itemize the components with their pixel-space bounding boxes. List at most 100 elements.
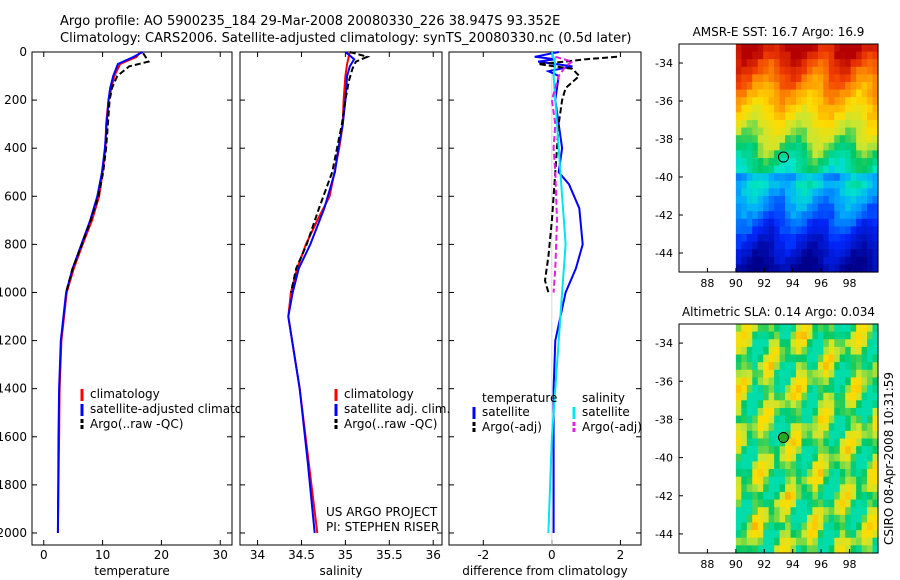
heatmap-cell — [752, 264, 759, 273]
heatmap-cell — [839, 112, 846, 121]
heatmap-cell — [779, 234, 786, 243]
heatmap-cell — [757, 150, 764, 159]
heatmap-cell — [741, 491, 748, 501]
heatmap-cell — [768, 89, 775, 98]
heatmap-cell — [861, 530, 868, 539]
heatmap-cell — [774, 188, 781, 197]
heatmap-cell — [828, 188, 835, 197]
heatmap-cell — [768, 241, 775, 250]
heatmap-cell — [856, 407, 863, 417]
heatmap-cell — [752, 400, 759, 409]
heatmap-cell — [790, 461, 797, 470]
heatmap-cell — [828, 203, 835, 212]
heatmap-cell — [817, 97, 824, 106]
heatmap-cell — [763, 104, 770, 113]
heatmap-cell — [790, 530, 797, 539]
heatmap-cell — [774, 522, 781, 531]
heatmap-cell — [768, 203, 775, 212]
heatmap-cell — [834, 324, 841, 333]
heatmap-cell — [812, 476, 819, 485]
heatmap-cell — [752, 362, 759, 371]
heatmap-cell — [828, 218, 835, 227]
heatmap-cell — [856, 264, 863, 273]
heatmap-cell — [872, 385, 879, 394]
heatmap-cell — [850, 324, 857, 333]
heatmap-cell — [834, 218, 841, 227]
heatmap-cell — [790, 66, 797, 75]
heatmap-cell — [823, 407, 830, 417]
heatmap-cell — [768, 507, 775, 516]
heatmap-cell — [834, 369, 841, 379]
heatmap-cell — [839, 104, 846, 113]
heatmap-cell — [801, 135, 808, 144]
heatmap-cell — [785, 104, 792, 113]
heatmap-cell — [735, 226, 742, 235]
heatmap-cell — [790, 469, 797, 478]
heatmap-cell — [795, 339, 803, 348]
heatmap-cell — [834, 249, 841, 258]
heatmap-cell — [785, 392, 792, 401]
heatmap-cell — [763, 97, 770, 106]
heatmap-cell — [785, 369, 792, 379]
heatmap-cell — [828, 491, 835, 501]
heatmap-cell — [779, 264, 786, 273]
heatmap-cell — [872, 59, 879, 68]
heatmap-cell — [861, 346, 868, 356]
heatmap-cell — [790, 82, 797, 91]
heatmap-cell — [839, 74, 846, 83]
heatmap-cell — [774, 514, 781, 524]
heatmap-cell — [817, 44, 824, 53]
heatmap-cell — [735, 196, 742, 205]
heatmap-cell — [823, 234, 830, 243]
heatmap-cell — [785, 241, 792, 250]
heatmap-cell — [806, 346, 813, 356]
heatmap-cell — [774, 203, 781, 212]
heatmap-cell — [834, 44, 841, 53]
heatmap-cell — [735, 59, 742, 68]
heatmap-cell — [752, 82, 759, 91]
heatmap-cell — [768, 74, 775, 83]
heatmap-cell — [823, 264, 830, 273]
heatmap-cell — [790, 446, 797, 455]
heatmap-cell — [861, 173, 868, 182]
heatmap-cell — [741, 354, 748, 363]
heatmap-cell — [839, 331, 846, 340]
heatmap-cell — [801, 423, 808, 432]
heatmap-cell — [801, 241, 808, 250]
heatmap-cell — [828, 59, 835, 68]
heatmap-cell — [828, 407, 835, 417]
heatmap-cell — [872, 507, 879, 516]
heatmap-cell — [757, 241, 764, 250]
heatmap-cell — [850, 264, 857, 273]
heatmap-cell — [785, 377, 792, 386]
heatmap-cell — [774, 484, 781, 493]
heatmap-cell — [812, 453, 819, 462]
heatmap-cell — [856, 491, 863, 501]
heatmap-cell — [817, 354, 824, 363]
heatmap-cell — [779, 354, 786, 363]
heatmap-cell — [735, 218, 742, 227]
heatmap-cell — [779, 51, 786, 60]
heatmap-cell — [741, 74, 748, 83]
heatmap-cell — [812, 392, 819, 401]
heatmap-cell — [806, 530, 813, 539]
heatmap-cell — [839, 507, 846, 516]
heatmap-cell — [872, 211, 879, 220]
heatmap-cell — [763, 59, 770, 68]
heatmap-cell — [768, 66, 775, 75]
heatmap-cell — [850, 331, 857, 340]
heatmap-cell — [850, 453, 857, 462]
heatmap-cell — [861, 446, 868, 455]
heatmap-cell — [790, 256, 797, 265]
heatmap-cell — [817, 491, 824, 501]
heatmap-cell — [812, 249, 819, 258]
heatmap-cell — [779, 514, 786, 524]
heatmap-cell — [856, 112, 863, 121]
heatmap-cell — [790, 150, 797, 159]
heatmap-cell — [735, 74, 742, 83]
heatmap-cell — [823, 476, 830, 485]
heatmap-cell — [839, 522, 846, 531]
heatmap-cell — [768, 369, 775, 379]
y-tick-label: 0 — [19, 45, 27, 59]
heatmap-cell — [856, 158, 863, 167]
